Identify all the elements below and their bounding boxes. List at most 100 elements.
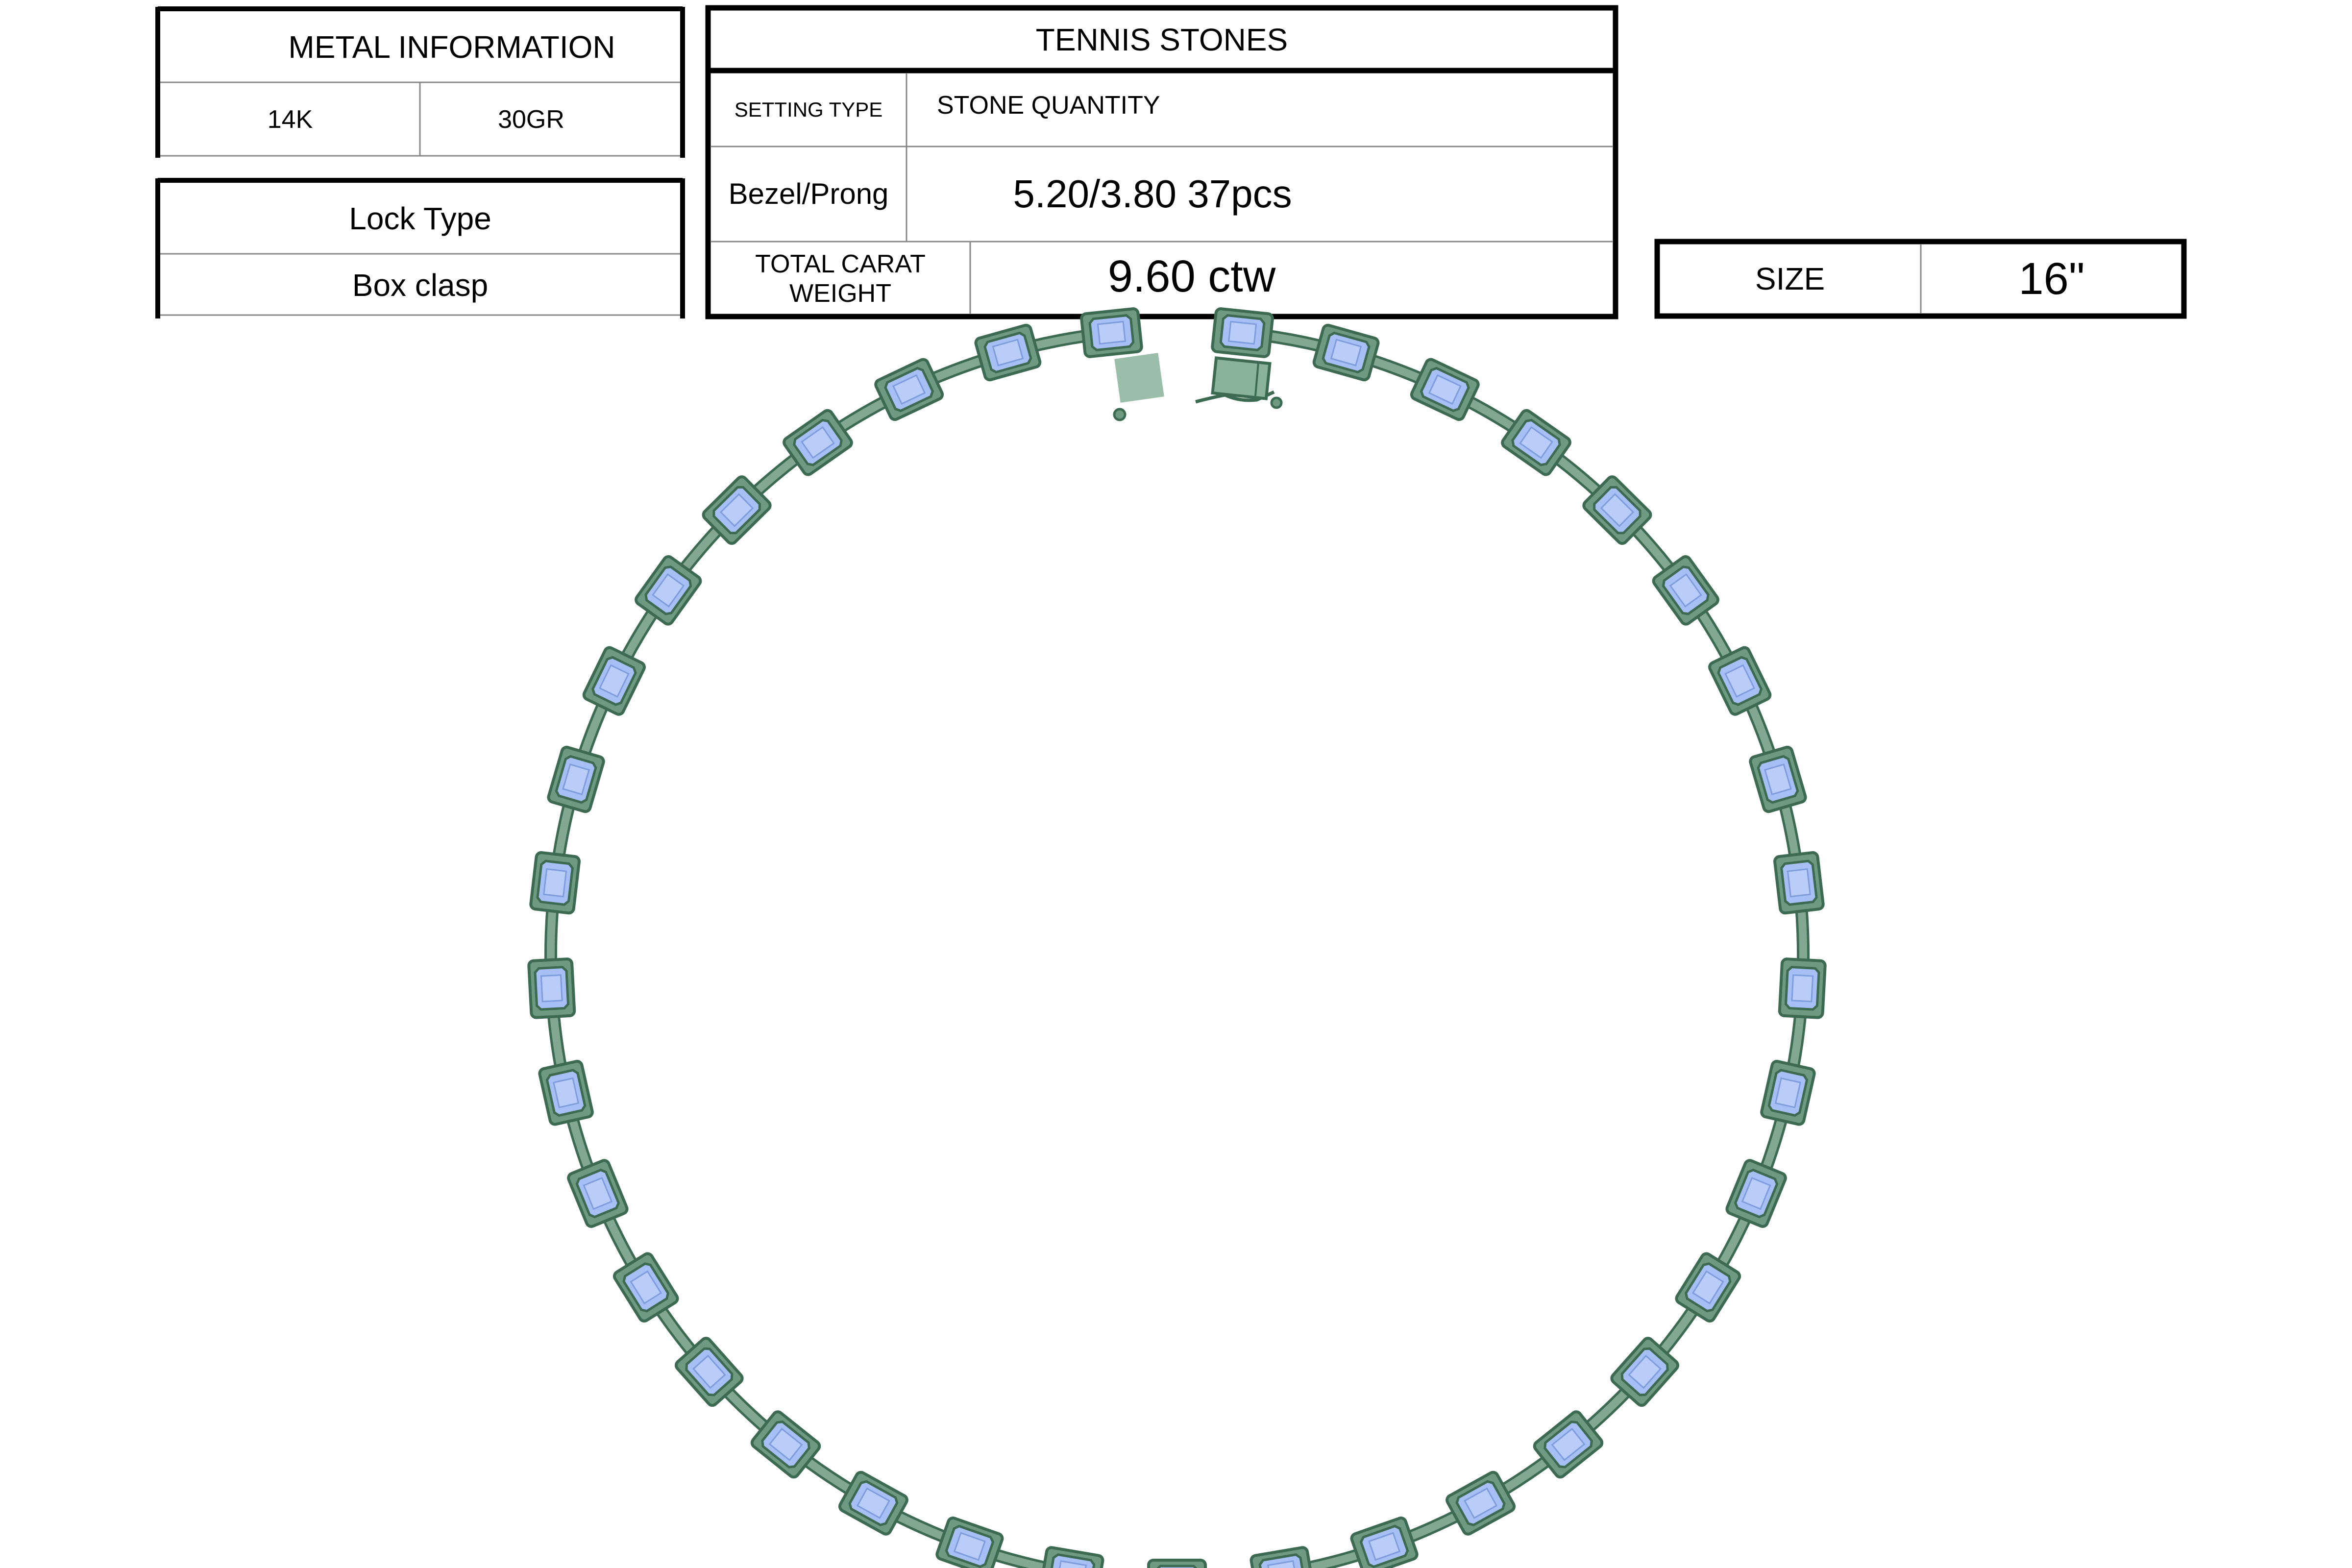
necklace-stones — [527, 307, 1827, 1568]
stone-4 — [1501, 409, 1571, 476]
stone-34 — [783, 409, 853, 476]
stone-table-facet — [652, 573, 685, 608]
stone-table-facet — [1791, 974, 1814, 1003]
stone-11 — [1760, 1059, 1816, 1126]
stone-3 — [1410, 358, 1480, 421]
stone-2 — [1312, 323, 1380, 382]
stone-table-facet — [1056, 1560, 1087, 1568]
stone-table-facet — [1464, 1487, 1498, 1519]
stone-14 — [1610, 1337, 1680, 1407]
clasp-box-line — [1254, 362, 1259, 396]
stone-table-facet — [1097, 320, 1127, 345]
stone-table-facet — [953, 1532, 986, 1561]
stone-30 — [547, 745, 605, 813]
stone-table-facet — [1368, 1532, 1401, 1561]
stone-table-facet — [692, 1354, 726, 1389]
stone-9 — [1773, 851, 1825, 915]
stone-13 — [1675, 1252, 1741, 1323]
stone-table-facet — [1600, 493, 1635, 527]
stone-17 — [1350, 1516, 1419, 1568]
stone-7 — [1708, 646, 1772, 716]
stone-6 — [1652, 555, 1719, 626]
stone-quantity-label: STONE QUANTITY — [937, 91, 1160, 120]
total-carat-label-line1: TOTAL CARAT — [755, 249, 926, 278]
stone-37 — [1080, 307, 1143, 358]
stone-table-facet — [1774, 1077, 1801, 1108]
clasp-opening — [1114, 353, 1164, 403]
stone-table-facet — [1267, 1560, 1298, 1568]
stone-35 — [874, 358, 944, 421]
stone-12 — [1725, 1159, 1787, 1228]
stone-table-facet — [1724, 664, 1756, 698]
stone-table-facet — [1519, 426, 1553, 459]
stone-table-facet — [1551, 1427, 1586, 1461]
stone-table-facet — [562, 763, 590, 796]
stone-table-facet — [768, 1427, 803, 1461]
stone-29 — [529, 851, 581, 915]
stone-table-facet — [1691, 1270, 1724, 1304]
stone-23 — [750, 1410, 821, 1479]
stone-18 — [1250, 1546, 1315, 1568]
stone-table-facet — [992, 339, 1024, 367]
tennis-stones-frame — [705, 5, 1618, 319]
stone-16 — [1446, 1470, 1516, 1536]
stone-table-facet — [801, 426, 835, 459]
stone-table-facet — [1741, 1177, 1771, 1210]
stone-27 — [538, 1059, 594, 1126]
stone-5 — [1582, 475, 1652, 545]
stone-table-facet — [1428, 374, 1462, 405]
lock-type-frame — [155, 178, 685, 318]
stone-table-facet — [553, 1077, 580, 1108]
stone-table-facet — [856, 1487, 890, 1519]
stone-table-facet — [583, 1177, 613, 1210]
stone-table-facet — [540, 974, 563, 1003]
metal-weight-value: 30GR — [498, 105, 564, 134]
stone-table-facet — [1669, 573, 1702, 608]
stone-1 — [1211, 307, 1274, 358]
stone-21 — [935, 1516, 1004, 1568]
size-label: SIZE — [1755, 261, 1825, 296]
metal-information-frame — [155, 6, 685, 158]
total-carat-label: TOTAL CARAT WEIGHT — [711, 244, 970, 314]
stone-28 — [527, 957, 576, 1019]
stone-36 — [974, 323, 1042, 382]
stone-table-facet — [1764, 763, 1792, 796]
stone-table-facet — [1330, 339, 1362, 367]
stone-20 — [1039, 1546, 1104, 1568]
stone-quantity-value: 5.20/3.80 37pcs — [1013, 172, 1292, 216]
tennis-stones-title: TENNIS STONES — [1035, 22, 1288, 57]
stone-31 — [582, 646, 646, 716]
total-carat-value: 9.60 ctw — [1107, 251, 1276, 301]
stone-8 — [1749, 745, 1807, 813]
metal-information-title: METAL INFORMATION — [288, 29, 615, 65]
setting-type-label: SETTING TYPE — [734, 98, 883, 121]
stone-table-facet — [1628, 1354, 1662, 1389]
clasp-safety-ball-left — [1113, 408, 1127, 421]
stone-15 — [1533, 1410, 1604, 1479]
stone-table-facet — [1787, 868, 1811, 898]
emerald-cut-stone — [1156, 1565, 1198, 1568]
stone-33 — [702, 475, 772, 545]
stone-table-facet — [719, 493, 754, 527]
stone-table-facet — [543, 868, 567, 898]
clasp-safety-ball-right — [1270, 396, 1283, 409]
lock-type-value: Box clasp — [352, 267, 489, 303]
size-frame — [1654, 239, 2187, 319]
stone-24 — [674, 1337, 744, 1407]
stone-19 — [1147, 1559, 1207, 1568]
stone-table-facet — [630, 1270, 662, 1304]
box-clasp — [1113, 353, 1283, 421]
stone-table-facet — [598, 664, 630, 698]
lock-type-title: Lock Type — [349, 200, 491, 236]
stone-22 — [838, 1470, 908, 1536]
stone-table-facet — [892, 374, 926, 405]
total-carat-label-line2: WEIGHT — [789, 279, 891, 308]
setting-type-value: Bezel/Prong — [728, 177, 889, 210]
stone-26 — [567, 1159, 629, 1228]
stone-10 — [1778, 957, 1827, 1019]
metal-type-value: 14K — [267, 105, 313, 134]
clasp-box — [1211, 356, 1272, 400]
stone-25 — [612, 1252, 679, 1323]
